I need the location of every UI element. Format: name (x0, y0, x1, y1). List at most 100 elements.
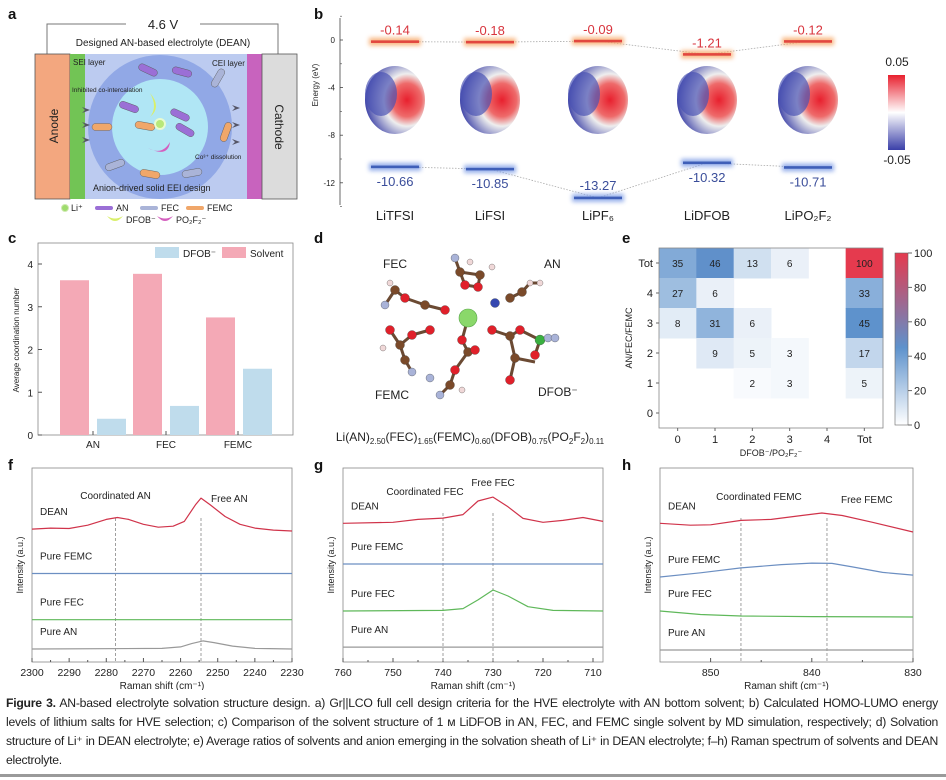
arrow-icon (82, 107, 90, 113)
lithium-ion-atom (458, 308, 478, 328)
c-legend-label: Solvent (250, 249, 284, 260)
b-homo-level (371, 165, 419, 169)
c-y-axis-label: Average coordination number (12, 287, 21, 392)
atom (505, 375, 515, 385)
solvent-molecule-femc (134, 121, 156, 131)
f-x-tick-label: 2280 (95, 667, 119, 679)
legend-icon-an (95, 206, 113, 210)
arrow-icon (232, 105, 240, 111)
g-series-dean (342, 496, 604, 524)
b-lumo-value: -0.12 (793, 22, 823, 37)
d-label-dfob: DFOB⁻ (538, 385, 578, 399)
b-salt-label: LiTFSI (376, 208, 414, 223)
g-x-tick-label: 710 (584, 667, 602, 679)
c-bar-an-solvent (60, 280, 89, 435)
c-x-tick-label: FEC (156, 440, 176, 451)
heatmap-cell (771, 368, 809, 399)
h-plot-frame (659, 467, 914, 663)
heatmap-cell-value: 17 (859, 349, 871, 360)
esp-molecule-4 (778, 66, 838, 134)
formula-part: (DFOB) (491, 430, 532, 444)
e-x-tick-label: 1 (712, 434, 718, 446)
e-y-tick-label: 3 (647, 318, 653, 330)
b-lumo-level (371, 40, 419, 43)
e-x-tick-label: 4 (824, 434, 830, 446)
panel-b-homo-lumo: b Energy (eV) 0 -4 -8 -12 -0.14 -0.18 -0.09 -1.… (311, 6, 911, 223)
heatmap-cell-value: 27 (672, 289, 684, 300)
f-series-label: Pure AN (40, 627, 77, 638)
f-series-pure-an (31, 640, 293, 650)
legend-icon-femc (186, 206, 204, 210)
h-series-label: Pure AN (668, 628, 705, 639)
b-lumo-level (784, 40, 832, 43)
esp-colorbar-min: -0.05 (883, 153, 911, 167)
legend-label-pof: PO₂F₂⁻ (176, 215, 206, 225)
atom (487, 325, 497, 335)
b-salt-label: LiFSI (475, 208, 505, 223)
c-legend: DFOB⁻ Solvent (155, 247, 284, 260)
atom (543, 333, 553, 343)
atom (407, 367, 417, 377)
g-x-axis-label: Raman shift (cm⁻¹) (431, 681, 516, 690)
anode (34, 53, 71, 200)
esp-negative-lobe (568, 72, 600, 116)
heatmap-cell-value: 13 (747, 259, 759, 270)
esp-molecule-1 (460, 66, 520, 134)
heatmap-cell (696, 278, 735, 309)
f-x-tick-label: 2260 (169, 667, 193, 679)
legend-icon-dfob (107, 216, 123, 221)
f-y-axis-label: Intensity (a.u.) (15, 536, 25, 593)
h-series-dean (659, 512, 914, 533)
esp-negative-lobe (677, 72, 709, 116)
heatmap-cell (659, 278, 697, 309)
heatmap-cell (696, 338, 735, 369)
e-x-axis-label: DFOB⁻/PO₂F₂⁻ (740, 448, 803, 458)
e-y-tick-label: 4 (647, 288, 653, 300)
f-x-tick-label: 2300 (20, 667, 44, 679)
heatmap-cell-value: 33 (859, 289, 871, 300)
heatmap-cell-value: 6 (712, 289, 718, 300)
atom (466, 258, 474, 266)
e-x-tick-label: 2 (749, 434, 755, 446)
heatmap-cell (771, 338, 809, 369)
legend-label-li: Li⁺ (71, 203, 83, 213)
g-series-label: DEAN (351, 501, 379, 512)
atom (385, 325, 395, 335)
g-x-tick-label: 730 (484, 667, 502, 679)
atom (490, 298, 500, 308)
e-x-tick-label: 3 (787, 434, 793, 446)
heatmap-cell-value: 5 (862, 379, 868, 390)
c-bar-femc-dfob (243, 368, 272, 435)
b-homo-level (466, 167, 514, 171)
atom (460, 280, 470, 290)
heatmap-cell-value: 45 (859, 319, 871, 330)
g-y-axis-label: Intensity (a.u.) (326, 536, 336, 593)
panel-label-h: h (622, 457, 631, 474)
esp-molecule-3 (677, 66, 737, 134)
solvent-molecule-an (175, 123, 195, 137)
arrow-icon (82, 137, 90, 143)
b-homo-value: -10.85 (472, 176, 509, 191)
cathode-label: Cathode (272, 104, 286, 150)
b-chart: 0 -4 -8 -12 -0.14 -0.18 -0.09 -1.21 -0.12 -10.66 -… (323, 15, 838, 223)
g-x-tick-label: 760 (334, 667, 352, 679)
cathode (261, 53, 298, 200)
dissolution-label: Co³⁺ dissolution (195, 154, 242, 161)
formula-subscript: 1.65 (417, 437, 433, 446)
heatmap-cell (845, 308, 884, 339)
atom (450, 253, 460, 263)
legend-label-dfob: DFOB⁻ (126, 215, 156, 225)
esp-colorbar-max: 0.05 (885, 55, 909, 69)
heatmap-cell-value: 5 (750, 349, 756, 360)
heatmap-cell-value: 31 (709, 319, 721, 330)
atom (530, 350, 540, 360)
e-plot-frame (658, 247, 884, 429)
h-annotation: Coordinated FEMC (716, 492, 802, 503)
e-y-tick-label: Tot (638, 258, 653, 270)
h-y-axis-label: Intensity (a.u.) (643, 536, 653, 593)
g-series-label: Pure AN (351, 625, 388, 636)
solvent-molecules (82, 63, 240, 179)
formula-subscript: 2 (581, 437, 586, 446)
c-y-tick-label: 4 (27, 260, 33, 271)
c-y-tick-label: 3 (27, 303, 33, 314)
